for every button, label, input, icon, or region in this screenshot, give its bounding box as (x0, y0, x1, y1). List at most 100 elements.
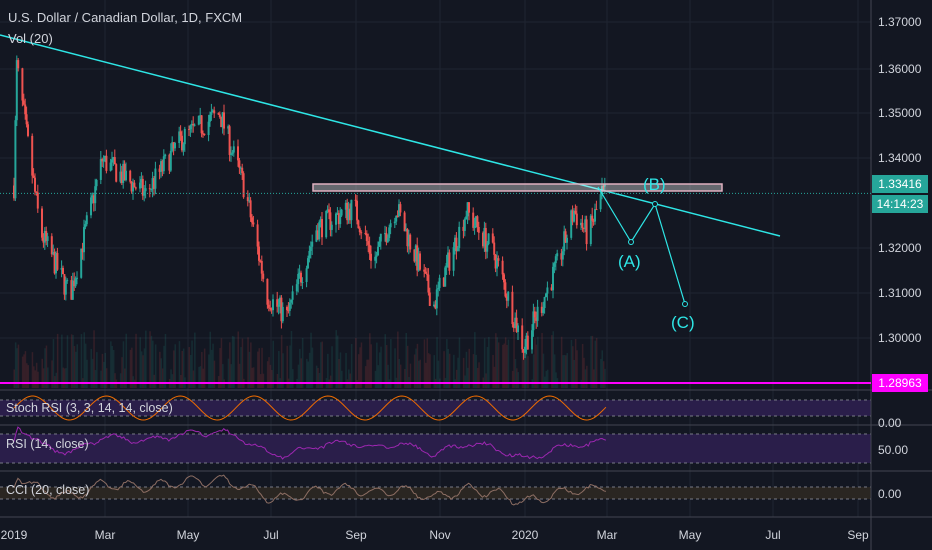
candle-body (374, 256, 377, 261)
stoch-rsi-line (13, 395, 607, 421)
volume-bar (397, 331, 399, 388)
candle-body (246, 197, 249, 202)
candle-body (540, 306, 543, 313)
volume-bar (594, 340, 596, 388)
candle-body (580, 222, 582, 226)
candle-body (552, 266, 554, 291)
volume-bar (433, 355, 435, 388)
time-tick: Sep (345, 528, 367, 542)
volume-bar (416, 343, 419, 388)
volume-bar (191, 340, 193, 388)
candle-body (501, 260, 504, 275)
wave-label-c[interactable]: (C) (671, 313, 695, 332)
volume-bar (266, 361, 269, 388)
candle-body (308, 250, 311, 259)
candle-body (452, 247, 455, 271)
volume-bar (426, 338, 428, 388)
volume-bar (90, 348, 92, 388)
volume-bar (496, 337, 498, 388)
cci-label[interactable]: CCI (20, close) (6, 483, 90, 497)
volume-bar (198, 366, 200, 388)
candle-body (462, 226, 465, 231)
candle-body (517, 325, 519, 333)
volume-bar (112, 349, 115, 388)
candle-body (395, 216, 398, 222)
candle-body (503, 274, 505, 283)
candle-body (354, 199, 357, 201)
candle-body (162, 156, 165, 172)
wave-label-b[interactable]: (B) (643, 175, 666, 194)
volume-bar (34, 370, 36, 388)
elliott-wave-path (597, 186, 686, 305)
volume-bar (188, 347, 190, 388)
volume-bar (318, 372, 321, 388)
volume-bar (359, 347, 361, 388)
volume-bar (570, 339, 573, 388)
candle-body (473, 225, 476, 228)
volume-bar (262, 373, 265, 388)
candle-body (280, 297, 283, 322)
candle-body (174, 143, 176, 149)
candle-body (46, 236, 49, 241)
candle-body (524, 346, 526, 353)
volume-bar (213, 360, 216, 388)
candle-body (239, 167, 242, 169)
candle-body (406, 228, 409, 247)
candle-body (438, 277, 441, 288)
volume-bar (335, 330, 337, 388)
volume-bar (478, 362, 480, 388)
candle-body (399, 204, 402, 213)
volume-bar (535, 344, 538, 388)
volume-bar (297, 364, 300, 388)
candle-body (295, 284, 298, 292)
rsi-label[interactable]: RSI (14, close) (6, 437, 89, 451)
volume-bar (310, 332, 312, 388)
candle-body (238, 160, 241, 168)
volume-bar (542, 353, 545, 388)
volume-bar (329, 375, 332, 388)
candle-body (171, 142, 174, 151)
candle-body (237, 146, 239, 161)
volume-bar (80, 334, 83, 388)
wave-point (682, 301, 688, 307)
volume-bar (406, 345, 409, 388)
wave-label-a[interactable]: (A) (618, 252, 641, 271)
candle-body (300, 272, 302, 283)
candle-body (424, 271, 427, 274)
volume-bar (93, 330, 95, 388)
candle-body (349, 208, 351, 221)
candle-body (189, 125, 192, 130)
volume-bar (506, 344, 508, 388)
volume-bar (327, 353, 329, 388)
volume-bar (26, 363, 28, 388)
candle-body (227, 126, 230, 129)
candle-body (564, 231, 567, 243)
candle-body (526, 335, 529, 350)
volume-bar (551, 335, 553, 388)
volume-bar (286, 345, 288, 388)
candle-body (62, 267, 64, 275)
candle-body (92, 195, 95, 204)
volume-bar (171, 374, 174, 388)
candle-body (252, 222, 255, 225)
candle-body (454, 237, 456, 248)
volume-bar (21, 356, 24, 388)
candle-body (154, 168, 157, 189)
candle-body (365, 233, 368, 242)
candle-body (199, 115, 202, 117)
candle-body (388, 227, 391, 238)
candle-body (151, 178, 154, 190)
candle-body (570, 210, 573, 238)
candle-body (122, 163, 125, 183)
candle-body (484, 227, 487, 252)
candle-body (350, 199, 353, 221)
volume-bar (73, 346, 76, 388)
volume-bar (485, 373, 487, 388)
volume-bar (458, 337, 461, 388)
volume-bar (513, 330, 515, 388)
volume-bar (189, 354, 192, 388)
stoch-rsi-label[interactable]: Stoch RSI (3, 3, 14, 14, close) (6, 401, 173, 415)
volume-bar (178, 341, 181, 388)
volume-bar (338, 358, 340, 388)
